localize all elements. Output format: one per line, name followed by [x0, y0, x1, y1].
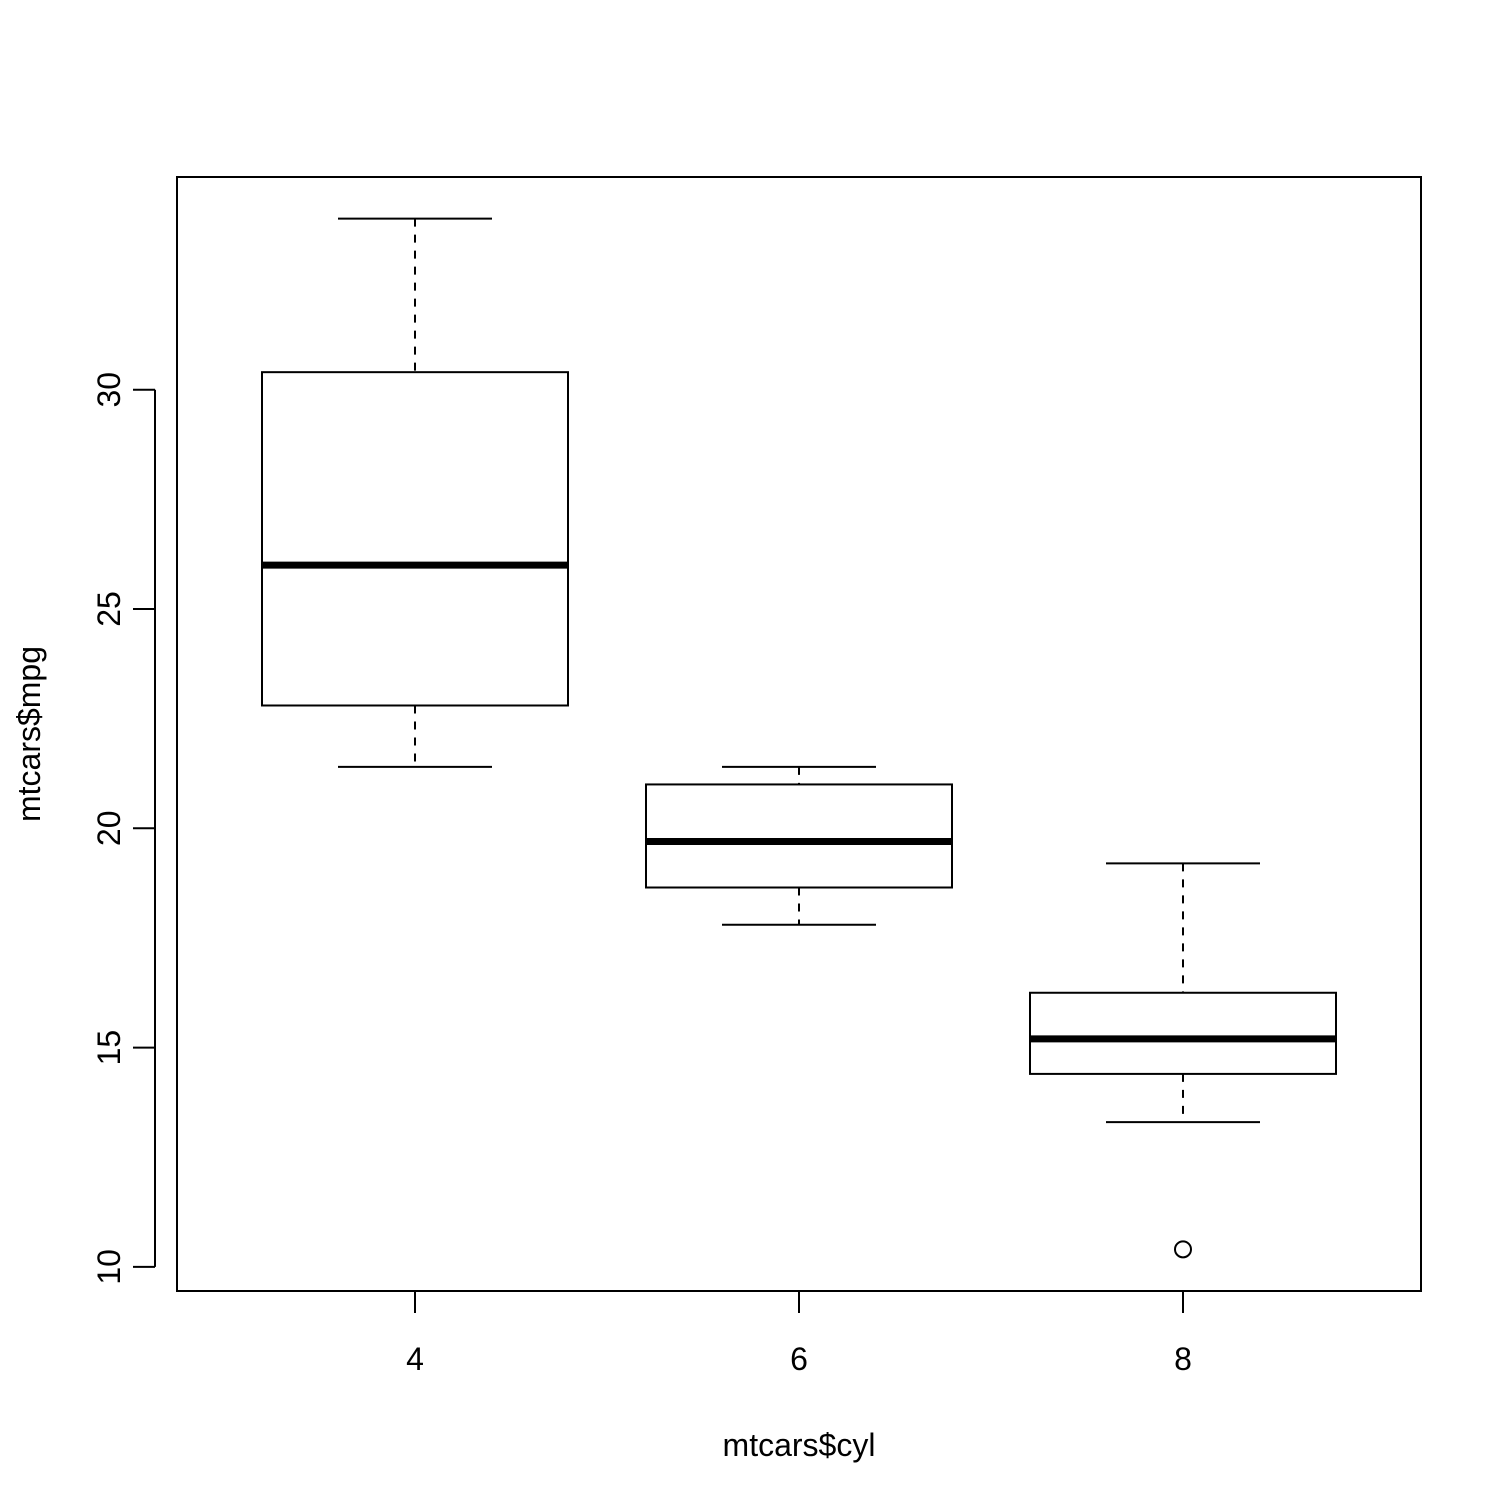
box-group-8 [1029, 862, 1337, 1259]
y-axis-label: mtcars$mpg [11, 646, 47, 822]
box-8 [1029, 991, 1337, 1075]
boxes-layer [261, 217, 1337, 1259]
box-4 [261, 371, 569, 707]
outlier-point-8-0 [1174, 1240, 1192, 1259]
y-tick-label-15: 15 [91, 1030, 127, 1066]
x-tick-label-8: 8 [1174, 1341, 1192, 1377]
box-6 [645, 783, 953, 889]
y-tick-label-25: 25 [91, 591, 127, 627]
y-tick-label-20: 20 [91, 810, 127, 846]
x-axis-label: mtcars$cyl [723, 1427, 876, 1463]
x-tick-label-4: 4 [406, 1341, 424, 1377]
x-tick-label-6: 6 [790, 1341, 808, 1377]
y-tick-label-30: 30 [91, 372, 127, 408]
axes-layer: 10 15 20 25 30 4 6 8 [91, 372, 1192, 1377]
box-group-4 [261, 217, 569, 768]
y-tick-label-10: 10 [91, 1249, 127, 1285]
box-group-6 [645, 765, 953, 926]
